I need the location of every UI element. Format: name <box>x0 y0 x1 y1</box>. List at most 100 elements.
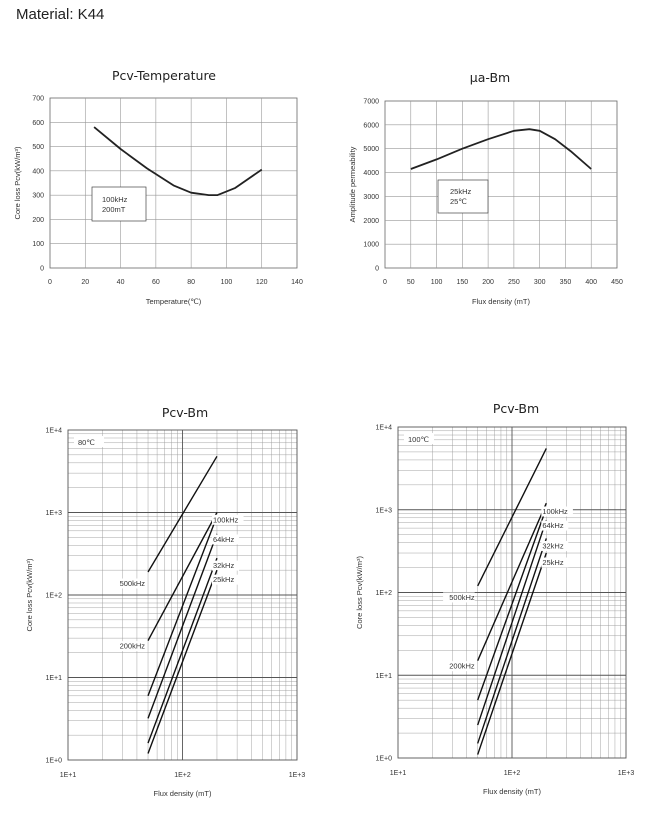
mua_bm-x-tick-label: 350 <box>560 279 572 286</box>
mua_bm-x-tick-label: 250 <box>508 279 520 286</box>
pcv_bm_100-series-label-bg <box>541 520 569 531</box>
pcv_temp-series-line-0 <box>93 126 263 196</box>
pcv_bm_100-series-label-200kHz: 200kHz <box>449 662 475 671</box>
pcv_bm_100-x-tick-label: 1E+3 <box>618 770 635 777</box>
pcv_bm_100-y-axis-label: Core loss Pcv(kW/m³) <box>355 556 364 629</box>
mua_bm-title: μa-Bm <box>470 70 510 85</box>
mua_bm-x-tick-label: 50 <box>407 279 415 286</box>
pcv_bm_100-corner-label: 100℃ <box>408 435 430 444</box>
pcv_bm_80-title: Pcv-Bm <box>162 405 208 420</box>
pcv_bm_100-series-label-500kHz: 500kHz <box>449 593 475 602</box>
pcv_bm_100-series-label-bg <box>443 592 475 603</box>
pcv_bm_100-y-tick-label: 1E+2 <box>375 590 392 597</box>
pcv_bm_100-x-tick-label: 1E+2 <box>504 770 521 777</box>
pcv_temp-x-tick-label: 140 <box>291 279 303 286</box>
pcv_temp-annotation-line: 100kHz <box>102 195 128 204</box>
pcv_temp-y-tick-label: 200 <box>32 217 44 224</box>
pcv_bm_80-corner-label-bg <box>74 436 104 447</box>
pcv_bm_80-x-axis-label: Flux density (mT) <box>154 789 212 798</box>
mua_bm-x-tick-label: 450 <box>611 279 623 286</box>
pcv_bm_100-series-label-bg <box>541 506 573 517</box>
pcv_bm_100-y-tick-label: 1E+0 <box>375 756 392 763</box>
pcv_temp-y-axis-label: Core loss Pcv(kW/m³) <box>13 146 22 219</box>
mua_bm-y-tick-label: 2000 <box>363 218 379 225</box>
mua_bm-annotation-line: 25kHz <box>450 187 472 196</box>
pcv_bm_100-series-line-200kHz <box>477 502 547 661</box>
pcv_bm_80-series-label-bg <box>211 560 239 571</box>
pcv_bm_80-corner-label: 80℃ <box>78 438 95 447</box>
mua_bm-annotation-line: 25℃ <box>450 197 467 206</box>
mua_bm-y-tick-label: 0 <box>375 266 379 273</box>
pcv_bm_100-series-line-25kHz <box>477 552 547 755</box>
pcv_bm_100-series-label-bg <box>541 540 569 551</box>
pcv_temp-y-tick-label: 500 <box>32 144 44 151</box>
pcv_temp-x-tick-label: 0 <box>48 279 52 286</box>
pcv_bm_80-series-label-25kHz: 25kHz <box>213 575 235 584</box>
mua_bm-x-tick-label: 100 <box>431 279 443 286</box>
pcv_bm_100-series-label-bg <box>541 557 569 568</box>
pcv_bm_80-plot-frame <box>67 429 298 761</box>
mua_bm-y-tick-label: 3000 <box>363 194 379 201</box>
mua_bm-annotation-box <box>437 179 489 214</box>
pcv_bm_100-series-line-100kHz <box>477 507 547 701</box>
pcv_temp-annotation-box <box>91 186 147 222</box>
pcv_temp-y-tick-label: 600 <box>32 120 44 127</box>
mua_bm-series-line-0 <box>410 128 592 170</box>
pcv_bm_100-series-line-32kHz <box>477 538 547 744</box>
mua_bm-y-tick-label: 5000 <box>363 146 379 153</box>
pcv_bm_80-x-tick-label: 1E+3 <box>289 772 306 779</box>
pcv_bm_100-series-label-bg <box>443 661 475 672</box>
pcv_bm_80-series-label-bg <box>211 534 239 545</box>
pcv_bm_80-series-line-200kHz <box>147 512 218 641</box>
pcv_temp-title: Pcv-Temperature <box>112 68 216 83</box>
mua_bm-x-tick-label: 200 <box>482 279 494 286</box>
pcv_bm_80-series-label-500kHz: 500kHz <box>120 579 146 588</box>
pcv_bm_100-title: Pcv-Bm <box>493 401 539 416</box>
pcv_bm_80-series-label-bg <box>211 514 244 525</box>
pcv_temp-y-tick-label: 100 <box>32 241 44 248</box>
pcv_bm_80-y-tick-label: 1E+2 <box>45 593 62 600</box>
pcv_bm_80-series-label-64kHz: 64kHz <box>213 535 235 544</box>
pcv_bm_80-y-tick-label: 1E+0 <box>45 758 62 765</box>
mua_bm-x-tick-label: 400 <box>585 279 597 286</box>
pcv_bm_100-series-label-100kHz: 100kHz <box>542 507 568 516</box>
pcv_bm_100-y-tick-label: 1E+4 <box>375 425 392 432</box>
pcv_temp-x-tick-label: 80 <box>187 279 195 286</box>
mua_bm-y-tick-label: 1000 <box>363 242 379 249</box>
mua_bm-plot-frame <box>384 100 618 269</box>
pcv_bm_80-series-label-200kHz: 200kHz <box>120 642 146 651</box>
pcv_bm_100-series-label-64kHz: 64kHz <box>542 521 564 530</box>
pcv_bm_80-series-line-500kHz <box>147 455 218 573</box>
mua_bm-x-tick-label: 150 <box>456 279 468 286</box>
pcv_temp-x-tick-label: 40 <box>117 279 125 286</box>
pcv_bm_80-series-label-100kHz: 100kHz <box>213 515 239 524</box>
pcv_temp-y-tick-label: 300 <box>32 193 44 200</box>
mua_bm-x-tick-label: 300 <box>534 279 546 286</box>
pcv_bm_80-series-line-100kHz <box>147 516 218 697</box>
pcv_bm_100-x-axis-label: Flux density (mT) <box>483 787 541 796</box>
pcv_bm_100-x-tick-label: 1E+1 <box>390 770 407 777</box>
pcv_bm_80-series-label-bg <box>113 641 146 652</box>
pcv_temp-x-tick-label: 20 <box>81 279 89 286</box>
mua_bm-y-tick-label: 7000 <box>363 99 379 106</box>
pcv_bm_80-series-label-bg <box>113 578 146 589</box>
pcv_temp-y-tick-label: 400 <box>32 168 44 175</box>
pcv_bm_80-series-line-32kHz <box>147 557 218 744</box>
pcv_bm_80-series-label-bg <box>211 574 239 585</box>
pcv_bm_80-series-label-32kHz: 32kHz <box>213 561 235 570</box>
pcv_bm_80-series-line-25kHz <box>147 569 218 754</box>
pcv_bm_80-y-tick-label: 1E+4 <box>45 428 62 435</box>
pcv_bm_100-series-line-500kHz <box>477 448 547 587</box>
mua_bm-x-tick-label: 0 <box>383 279 387 286</box>
pcv_bm_100-series-label-32kHz: 32kHz <box>542 541 564 550</box>
pcv_bm_100-y-tick-label: 1E+3 <box>375 507 392 514</box>
pcv_bm_100-plot-frame <box>397 426 627 759</box>
page-title: Material: K44 <box>16 6 105 23</box>
pcv_temp-x-axis-label: Temperature(℃) <box>146 297 202 306</box>
pcv_bm_80-x-tick-label: 1E+2 <box>174 772 191 779</box>
mua_bm-y-tick-label: 6000 <box>363 122 379 129</box>
pcv_temp-annotation-line: 200mT <box>102 205 126 214</box>
pcv_temp-x-tick-label: 120 <box>256 279 268 286</box>
pcv_bm_100-corner-label-bg <box>404 433 434 444</box>
pcv_temp-x-tick-label: 60 <box>152 279 160 286</box>
